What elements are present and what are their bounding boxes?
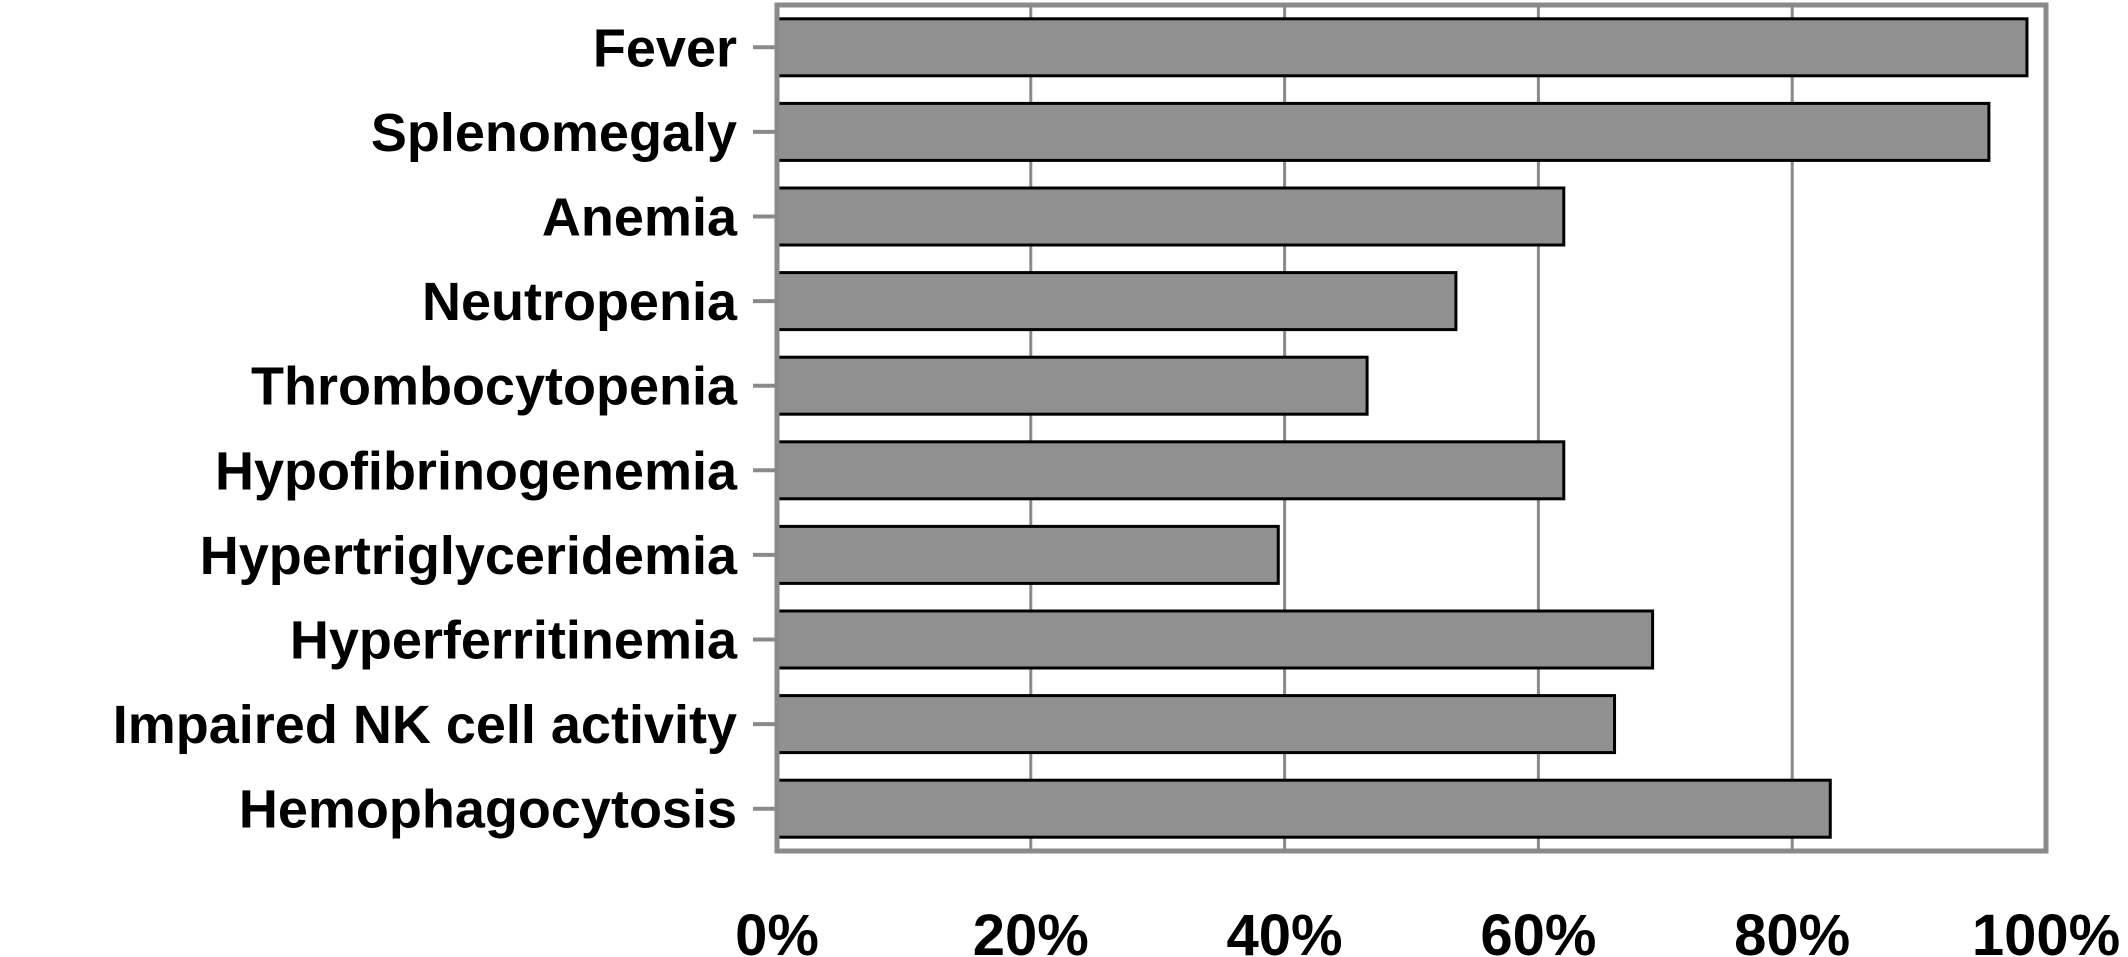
- bar: [775, 355, 1369, 416]
- bar: [775, 440, 1566, 501]
- category-label: Splenomegaly: [371, 103, 737, 163]
- plot-frame: [774, 2, 2049, 854]
- bar: [775, 101, 1991, 162]
- bar: [775, 694, 1617, 755]
- bar: [775, 186, 1566, 247]
- x-tick-label: 60%: [1480, 903, 1596, 957]
- category-label: Hypertriglyceridemia: [200, 526, 738, 586]
- bar: [775, 524, 1280, 585]
- x-tick-label: 100%: [1972, 903, 2120, 957]
- category-label: Hyperferritinemia: [290, 611, 738, 671]
- bar: [775, 17, 2029, 78]
- x-tick-label: 40%: [1227, 903, 1343, 957]
- x-tick-label: 0%: [735, 903, 819, 957]
- bar: [775, 778, 1832, 839]
- category-label: Hemophagocytosis: [239, 780, 737, 840]
- category-label: Thrombocytopenia: [251, 357, 738, 417]
- category-label: Hypofibrinogenemia: [215, 441, 738, 501]
- category-label: Impaired NK cell activity: [113, 695, 737, 755]
- bar: [775, 609, 1655, 670]
- x-tick-label: 80%: [1734, 903, 1850, 957]
- x-tick-label: 20%: [973, 903, 1089, 957]
- category-label: Fever: [593, 18, 737, 78]
- bar: [775, 271, 1458, 332]
- category-label: Anemia: [542, 188, 738, 248]
- category-label: Neutropenia: [422, 272, 738, 332]
